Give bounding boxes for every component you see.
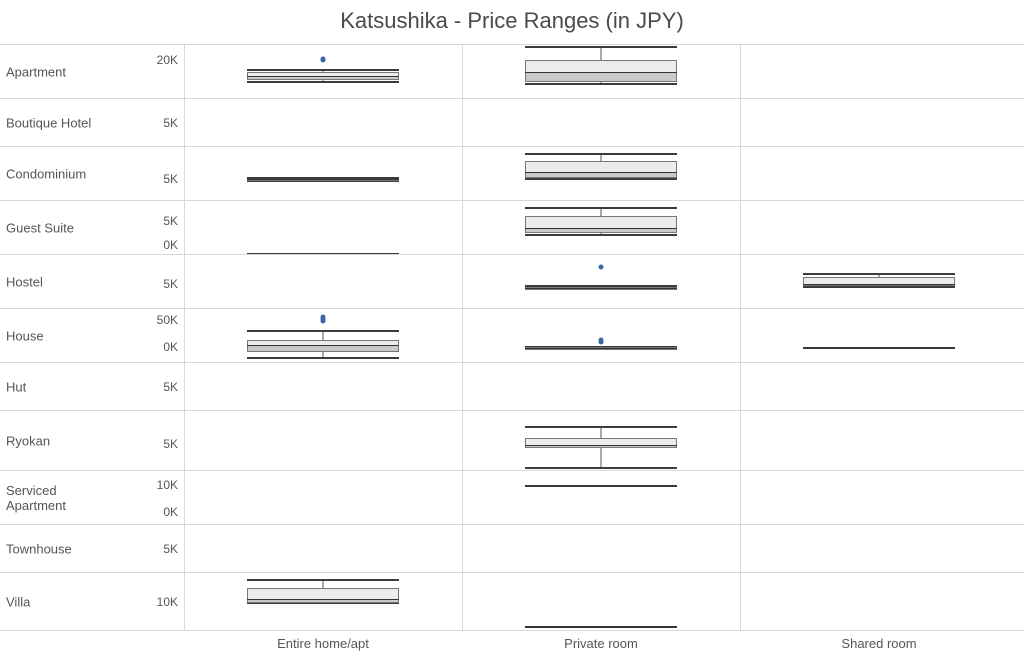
row-label: House xyxy=(6,328,106,343)
row: Apartment 20K xyxy=(0,44,1024,98)
median-line xyxy=(803,284,956,285)
boxplot xyxy=(462,471,740,524)
row-label: Serviced Apartment xyxy=(6,483,106,513)
y-tick-label: 5K xyxy=(118,380,178,394)
row-label: Apartment xyxy=(6,64,106,79)
median-line xyxy=(247,179,400,180)
row-label: Townhouse xyxy=(6,541,106,556)
row-label: Condominium xyxy=(6,166,106,181)
y-tick-label: 10K xyxy=(118,478,178,492)
boxplot xyxy=(462,201,740,254)
chart-title: Katsushika - Price Ranges (in JPY) xyxy=(0,0,1024,44)
y-tick-label: 0K xyxy=(118,505,178,519)
boxplot xyxy=(462,573,740,630)
boxplot xyxy=(184,201,462,254)
row-label: Boutique Hotel xyxy=(6,115,106,130)
boxplot xyxy=(462,309,740,362)
row: House 50K 0K xyxy=(0,308,1024,362)
row: Hostel 5K xyxy=(0,254,1024,308)
boxplot xyxy=(184,147,462,200)
row: Hut 5K xyxy=(0,362,1024,410)
median-line xyxy=(247,76,400,77)
y-tick-label: 0K xyxy=(118,340,178,354)
row: Boutique Hotel 5K xyxy=(0,98,1024,146)
boxplot xyxy=(462,45,740,98)
whisker-cap xyxy=(525,178,678,180)
boxplot xyxy=(462,411,740,470)
boxplot-chart: Katsushika - Price Ranges (in JPY) Apart… xyxy=(0,0,1024,671)
whisker-cap xyxy=(803,273,956,275)
median-line xyxy=(525,445,678,446)
boxplot xyxy=(184,573,462,630)
column-gridline xyxy=(462,44,463,630)
row: Condominium 5K xyxy=(0,146,1024,200)
row-gridline xyxy=(0,630,1024,631)
row-label: Villa xyxy=(6,594,106,609)
y-tick-label: 20K xyxy=(118,53,178,67)
row-label: Guest Suite xyxy=(6,220,106,235)
whisker-cap xyxy=(247,602,400,604)
boxplot xyxy=(184,309,462,362)
box-lower xyxy=(525,72,678,82)
y-tick-label: 5K xyxy=(118,116,178,130)
row: Ryokan 5K xyxy=(0,410,1024,470)
y-tick-label: 5K xyxy=(118,542,178,556)
row: Guest Suite 5K 0K xyxy=(0,200,1024,254)
row: Serviced Apartment 10K 0K xyxy=(0,470,1024,524)
median-line xyxy=(803,348,956,349)
whisker-cap xyxy=(525,46,678,48)
y-tick-label: 10K xyxy=(118,595,178,609)
y-tick-label: 5K xyxy=(118,214,178,228)
y-tick-label: 5K xyxy=(118,172,178,186)
outlier-point xyxy=(321,56,326,61)
row-label: Hostel xyxy=(6,274,106,289)
outlier-point xyxy=(599,338,604,343)
whisker-cap xyxy=(803,286,956,288)
y-tick-label: 5K xyxy=(118,437,178,451)
column-gridline xyxy=(184,44,185,630)
whisker-cap xyxy=(525,426,678,428)
column-label: Private room xyxy=(564,636,638,651)
median-line xyxy=(525,627,678,628)
boxplot xyxy=(462,255,740,308)
median-line xyxy=(525,172,678,173)
y-tick-label: 5K xyxy=(118,277,178,291)
row: Villa 10K xyxy=(0,572,1024,630)
y-tick-label: 0K xyxy=(118,238,178,252)
median-line xyxy=(525,72,678,73)
box-lower xyxy=(247,345,400,352)
column-gridline xyxy=(740,44,741,630)
whisker-cap xyxy=(525,467,678,469)
median-line xyxy=(525,348,678,349)
row-label: Ryokan xyxy=(6,433,106,448)
row: Townhouse 5K xyxy=(0,524,1024,572)
median-line xyxy=(247,599,400,600)
whisker-cap xyxy=(525,83,678,85)
whisker-cap xyxy=(247,357,400,359)
whisker-cap xyxy=(247,330,400,332)
plot-area: Apartment 20K Boutique Hotel 5K Condominium 5… xyxy=(0,44,1024,630)
boxplot xyxy=(184,45,462,98)
column-label: Entire home/apt xyxy=(277,636,369,651)
whisker-cap xyxy=(247,81,400,83)
median-line xyxy=(247,345,400,346)
whisker-cap xyxy=(247,69,400,71)
whisker-cap xyxy=(247,579,400,581)
row-label: Hut xyxy=(6,379,106,394)
outlier-point xyxy=(599,265,604,270)
median-line xyxy=(525,486,678,487)
median-line xyxy=(525,228,678,229)
whisker-cap xyxy=(525,234,678,236)
column-label: Shared room xyxy=(841,636,916,651)
boxplot xyxy=(740,309,1018,362)
y-tick-label: 50K xyxy=(118,313,178,327)
whisker-cap xyxy=(525,153,678,155)
boxplot xyxy=(462,147,740,200)
whisker-cap xyxy=(525,207,678,209)
outlier-point xyxy=(321,315,326,320)
boxplot xyxy=(740,255,1018,308)
median-line xyxy=(525,288,678,289)
